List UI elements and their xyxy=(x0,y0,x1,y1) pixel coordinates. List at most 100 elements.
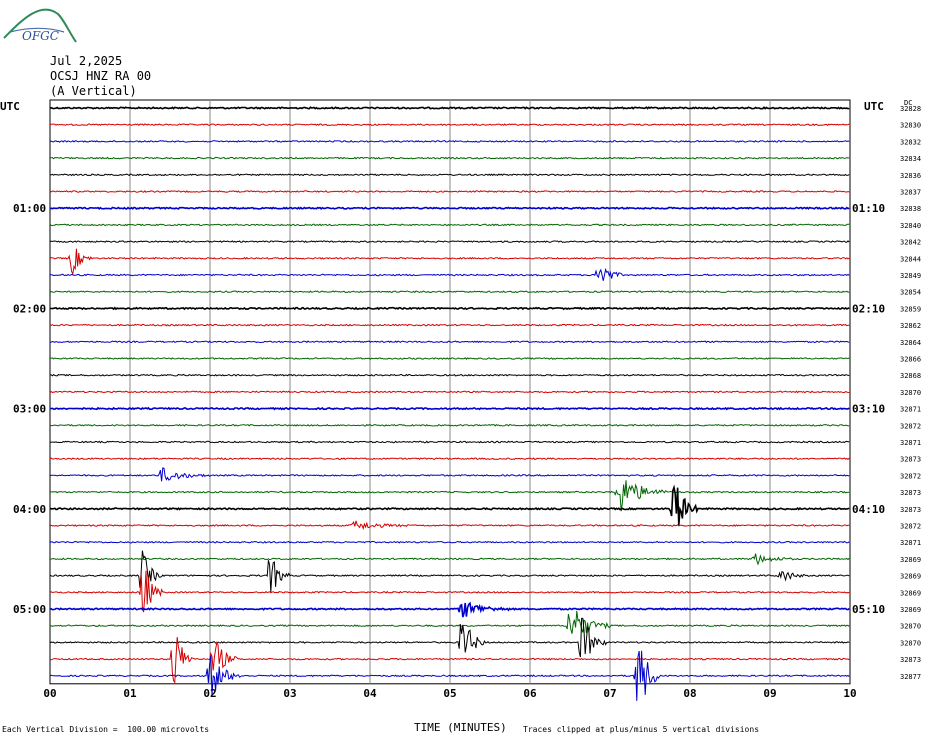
trace-row xyxy=(49,457,850,461)
trace-row xyxy=(49,340,850,344)
dc-value-label: 32869 xyxy=(900,606,921,614)
dc-value-label: 32849 xyxy=(900,272,921,280)
x-axis-label: TIME (MINUTES) xyxy=(414,721,507,734)
trace-row xyxy=(49,553,850,566)
dc-value-label: 32832 xyxy=(900,138,921,146)
dc-value-label: 32840 xyxy=(900,222,921,230)
trace-row xyxy=(49,123,850,127)
trace-row xyxy=(49,520,850,531)
trace-row xyxy=(49,484,850,526)
trace-row xyxy=(49,206,850,211)
dc-value-label: 32828 xyxy=(900,105,921,113)
dc-value-label: 32870 xyxy=(900,639,921,647)
trace-row xyxy=(49,467,850,482)
hour-label-left: 04:00 xyxy=(13,503,46,516)
dc-value-label: 32868 xyxy=(900,372,921,380)
x-tick-label: 07 xyxy=(603,687,616,700)
dc-value-label: 32873 xyxy=(900,489,921,497)
hour-label-right: 03:10 xyxy=(852,403,885,416)
header-date: Jul 2,2025 xyxy=(50,54,123,68)
trace-row xyxy=(49,550,850,593)
dc-value-label: 32871 xyxy=(900,406,921,414)
dc-value-label: 32870 xyxy=(900,389,921,397)
trace-row xyxy=(49,617,850,658)
trace-row xyxy=(49,248,850,276)
x-tick-label: 09 xyxy=(763,687,776,700)
x-tick-label: 05 xyxy=(443,687,456,700)
hour-label-right: 02:10 xyxy=(852,302,885,315)
trace-row xyxy=(49,601,850,618)
dc-label: DC xyxy=(904,99,912,107)
hour-label-left: 05:00 xyxy=(13,603,46,616)
x-tick-label: 04 xyxy=(363,687,377,700)
x-tick-label: 08 xyxy=(683,687,696,700)
right-axis-title: UTC xyxy=(864,100,884,113)
dc-value-label: 32869 xyxy=(900,589,921,597)
dc-value-label: 32870 xyxy=(900,623,921,631)
hour-label-right: 04:10 xyxy=(852,503,885,516)
x-tick-label: 02 xyxy=(203,687,216,700)
trace-row xyxy=(49,156,850,160)
dc-value-label: 32836 xyxy=(900,172,921,180)
trace-row xyxy=(49,650,850,701)
dc-value-label: 32859 xyxy=(900,305,921,313)
dc-value-label: 32877 xyxy=(900,673,921,681)
hour-label-right: 05:10 xyxy=(852,603,885,616)
dc-value-label: 32842 xyxy=(900,239,921,247)
dc-value-label: 32873 xyxy=(900,656,921,664)
dc-value-label: 32873 xyxy=(900,456,921,464)
trace-row xyxy=(49,540,850,544)
trace-row xyxy=(49,267,850,281)
dc-value-label: 32869 xyxy=(900,573,921,581)
trace-row xyxy=(49,323,850,327)
trace-row xyxy=(49,373,850,377)
dc-value-label: 32872 xyxy=(900,472,921,480)
trace-row xyxy=(49,306,850,311)
hour-label-left: 01:00 xyxy=(13,202,46,215)
dc-value-label: 32834 xyxy=(900,155,921,163)
x-tick-label: 10 xyxy=(843,687,856,700)
logo-text: OFGC xyxy=(22,29,59,43)
dc-value-label: 32872 xyxy=(900,422,921,430)
x-tick-label: 00 xyxy=(43,687,56,700)
dc-value-label: 32864 xyxy=(900,339,921,347)
dc-value-label: 32871 xyxy=(900,539,921,547)
x-tick-label: 01 xyxy=(123,687,137,700)
left-axis-title: UTC xyxy=(0,100,20,113)
x-tick-label: 03 xyxy=(283,687,296,700)
hour-label-left: 02:00 xyxy=(13,302,46,315)
trace-row xyxy=(49,190,850,193)
trace-group xyxy=(49,106,850,701)
dc-value-label: 32830 xyxy=(900,122,921,130)
trace-row xyxy=(49,139,850,143)
dc-value-label: 32838 xyxy=(900,205,921,213)
axis-labels: UTC UTC DC 00 01 02 03 04 05 06 07 08 09 10 32828 32… xyxy=(0,99,921,700)
scale-note: Each Vertical Division = 100.00 microvol… xyxy=(2,725,210,734)
dc-value-label: 32854 xyxy=(900,289,921,297)
hour-label-left: 03:00 xyxy=(13,403,46,416)
trace-row xyxy=(49,173,850,177)
dc-value-label: 32872 xyxy=(900,523,921,531)
trace-row xyxy=(49,290,850,294)
trace-row xyxy=(49,440,850,444)
dc-value-label: 32869 xyxy=(900,556,921,564)
dc-value-label: 32871 xyxy=(900,439,921,447)
dc-value-label: 32844 xyxy=(900,255,921,263)
header-station: OCSJ HNZ RA 00 xyxy=(50,69,152,83)
dc-value-label: 32866 xyxy=(900,356,921,364)
trace-row xyxy=(49,423,850,427)
x-tick-label: 06 xyxy=(523,687,537,700)
trace-row xyxy=(49,390,850,394)
ofgc-logo: OFGC xyxy=(3,8,77,43)
trace-row xyxy=(49,610,850,634)
trace-row xyxy=(49,106,850,110)
trace-row xyxy=(49,240,850,243)
dc-value-label: 32862 xyxy=(900,322,921,330)
clip-note: Traces clipped at plus/minus 5 vertical … xyxy=(523,725,760,734)
trace-row xyxy=(49,570,850,613)
trace-row xyxy=(49,637,850,684)
header-component: (A Vertical) xyxy=(50,84,137,98)
trace-row xyxy=(49,357,850,360)
trace-row xyxy=(49,480,850,512)
